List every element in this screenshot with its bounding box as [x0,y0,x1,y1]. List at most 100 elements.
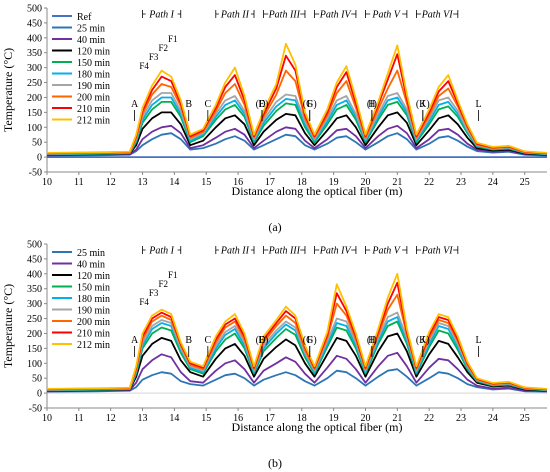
point-label: F [307,99,313,110]
x-tick-label: 22 [424,413,434,424]
fluid-label: F4 [139,297,149,307]
path-label: Path II [220,246,250,257]
x-tick-label: 17 [265,177,275,188]
path-label: Path V [371,10,401,21]
x-tick-label: 20 [360,413,370,424]
y-tick-label: 450 [27,254,42,265]
y-tick-label: 300 [27,299,42,310]
legend-label: 40 min [77,260,105,271]
panel-caption: (a) [268,220,281,234]
x-tick-label: 21 [392,177,402,188]
x-tick-label: 16 [233,177,243,188]
legend-label: 190 min [77,81,110,92]
series-line-6 [46,311,548,391]
fluid-label: F2 [158,279,168,289]
panel-caption: (b) [268,456,282,470]
point-label: B [185,99,192,110]
point-label: J [421,335,425,346]
fluid-label: F1 [168,270,178,280]
x-tick-label: 17 [265,413,275,424]
x-tick-label: 15 [201,413,211,424]
y-axis-title: Temperature (°C) [1,48,15,132]
path-label-bg [370,8,403,20]
point-label: (G) [303,335,317,346]
series-line-4 [46,111,548,156]
series-line-8 [46,69,548,155]
point-label: F [307,335,313,346]
legend-label: 210 min [77,329,110,340]
legend-label: 25 min [77,248,105,259]
point-label: C [204,335,211,346]
x-tick-label: 19 [329,413,339,424]
y-tick-label: 0 [37,389,42,400]
y-tick-label: 250 [27,78,42,89]
point-label: A [131,99,139,110]
point-label: J [421,99,425,110]
legend-label: 190 min [77,306,110,317]
path-label: Path VI [421,246,453,257]
y-tick-label: -50 [29,168,42,179]
point-label: (I) [367,99,377,110]
x-tick-label: 24 [488,413,498,424]
point-label: (K) [416,335,430,346]
series-line-7 [46,293,548,391]
point-label: D [258,99,265,110]
x-tick-label: 22 [424,177,434,188]
path-label: Path VI [421,10,453,21]
path-label: Path IV [319,246,353,257]
y-tick-label: 0 [37,153,42,164]
x-tick-label: 10 [42,177,52,188]
x-tick-label: 13 [138,413,148,424]
fluid-label: F3 [149,288,159,298]
fluid-label: F1 [168,34,178,44]
legend-label: 25 min [77,24,105,35]
y-tick-label: 450 [27,18,42,29]
path-label: Path IV [319,10,353,21]
x-tick-label: 16 [233,413,243,424]
path-label: Path III [268,246,301,257]
y-tick-label: 50 [32,374,42,385]
path-label: Path II [220,10,250,21]
path-label-bg [218,8,251,20]
x-tick-label: 15 [201,177,211,188]
y-tick-label: 100 [27,123,42,134]
point-label: H [368,99,375,110]
x-tick-label: 14 [169,413,179,424]
x-tick-label: 19 [329,177,339,188]
legend-label: 200 min [77,93,110,104]
legend-label: 120 min [77,47,110,58]
fluid-label: F3 [149,52,159,62]
legend-label: 212 min [77,116,110,127]
point-label: L [475,335,481,346]
y-tick-label: 300 [27,63,42,74]
x-tick-label: 23 [456,413,466,424]
chart-panel-b: -50 0 50 100 150 200 250 300 350 400 450 500 10 11 12 1… [1,240,548,470]
point-label: (E) [256,335,269,346]
legend-label: 180 min [77,70,110,81]
path-label: Path V [371,246,401,257]
x-axis-title: Distance along the optical fiber (m) [232,184,403,198]
series-line-4 [46,320,548,392]
path-label-bg [421,244,454,256]
series-line-3 [46,332,548,392]
series-line-5 [46,101,548,156]
x-tick-label: 14 [169,177,179,188]
x-tick-label: 11 [74,177,84,188]
path-label-bg [268,244,301,256]
y-tick-label: 500 [27,4,42,15]
path-label-bg [370,244,403,256]
x-tick-label: 12 [106,177,116,188]
y-tick-label: 100 [27,359,42,370]
series-line-6 [46,96,548,155]
y-axis-title: Temperature (°C) [1,284,15,368]
legend-label: Ref [77,12,92,23]
point-label: (G) [303,99,317,110]
legend-label: 180 min [77,294,110,305]
point-label: C [204,99,211,110]
chart-panel-a: -50 0 50 100 150 200 250 300 350 400 450 500 10 11 12 1… [1,4,548,234]
x-tick-label: 20 [360,177,370,188]
series-line-7 [46,92,548,155]
y-tick-label: 200 [27,329,42,340]
series-line-1 [46,368,548,393]
path-label-bg [319,8,352,20]
